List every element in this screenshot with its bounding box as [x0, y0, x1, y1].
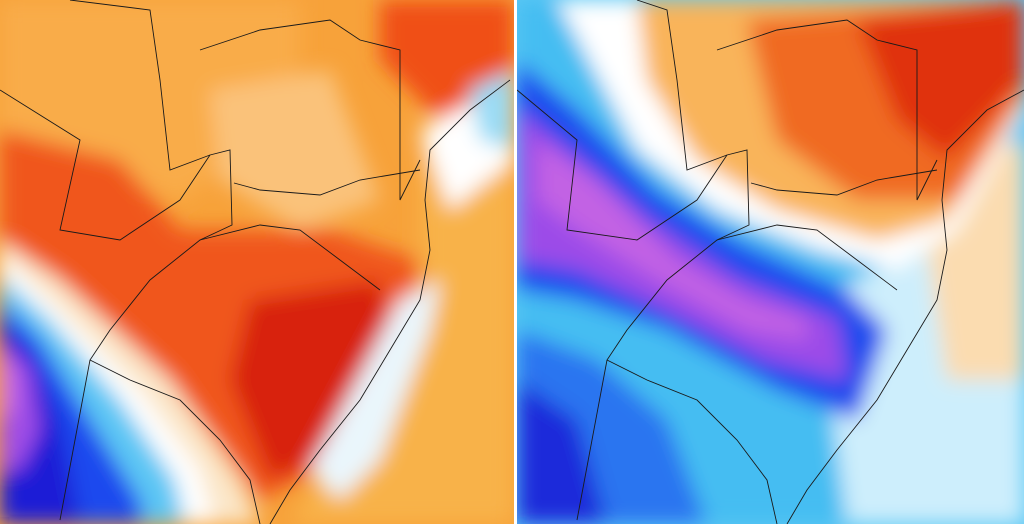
left-map-panel [0, 0, 514, 524]
border-line [716, 224, 898, 291]
pale-region [210, 70, 380, 230]
very-hot-region [230, 280, 400, 480]
border-line [576, 0, 750, 521]
coastline [786, 89, 1024, 524]
border-line [0, 89, 211, 241]
extreme-cold-region [537, 140, 807, 340]
border-line [233, 169, 421, 196]
border-line [716, 19, 938, 201]
border-line [199, 224, 381, 291]
political-borders [517, 0, 1024, 524]
coastline [269, 79, 511, 524]
border-line [89, 359, 261, 524]
political-borders [0, 0, 511, 524]
right-map [517, 0, 1024, 524]
cool-region [470, 70, 514, 150]
border-line [606, 359, 778, 524]
very-hot-region [857, 0, 1024, 160]
border-line [517, 89, 728, 241]
border-line [199, 19, 421, 201]
cool-region [310, 280, 440, 500]
panel-divider [514, 0, 517, 524]
border-line [59, 0, 233, 521]
left-map [0, 0, 514, 524]
extreme-cold-region [0, 350, 15, 420]
right-map-panel [517, 0, 1024, 524]
border-line [750, 169, 938, 196]
very-cold-region [517, 380, 607, 524]
ocean-region [290, 110, 514, 524]
